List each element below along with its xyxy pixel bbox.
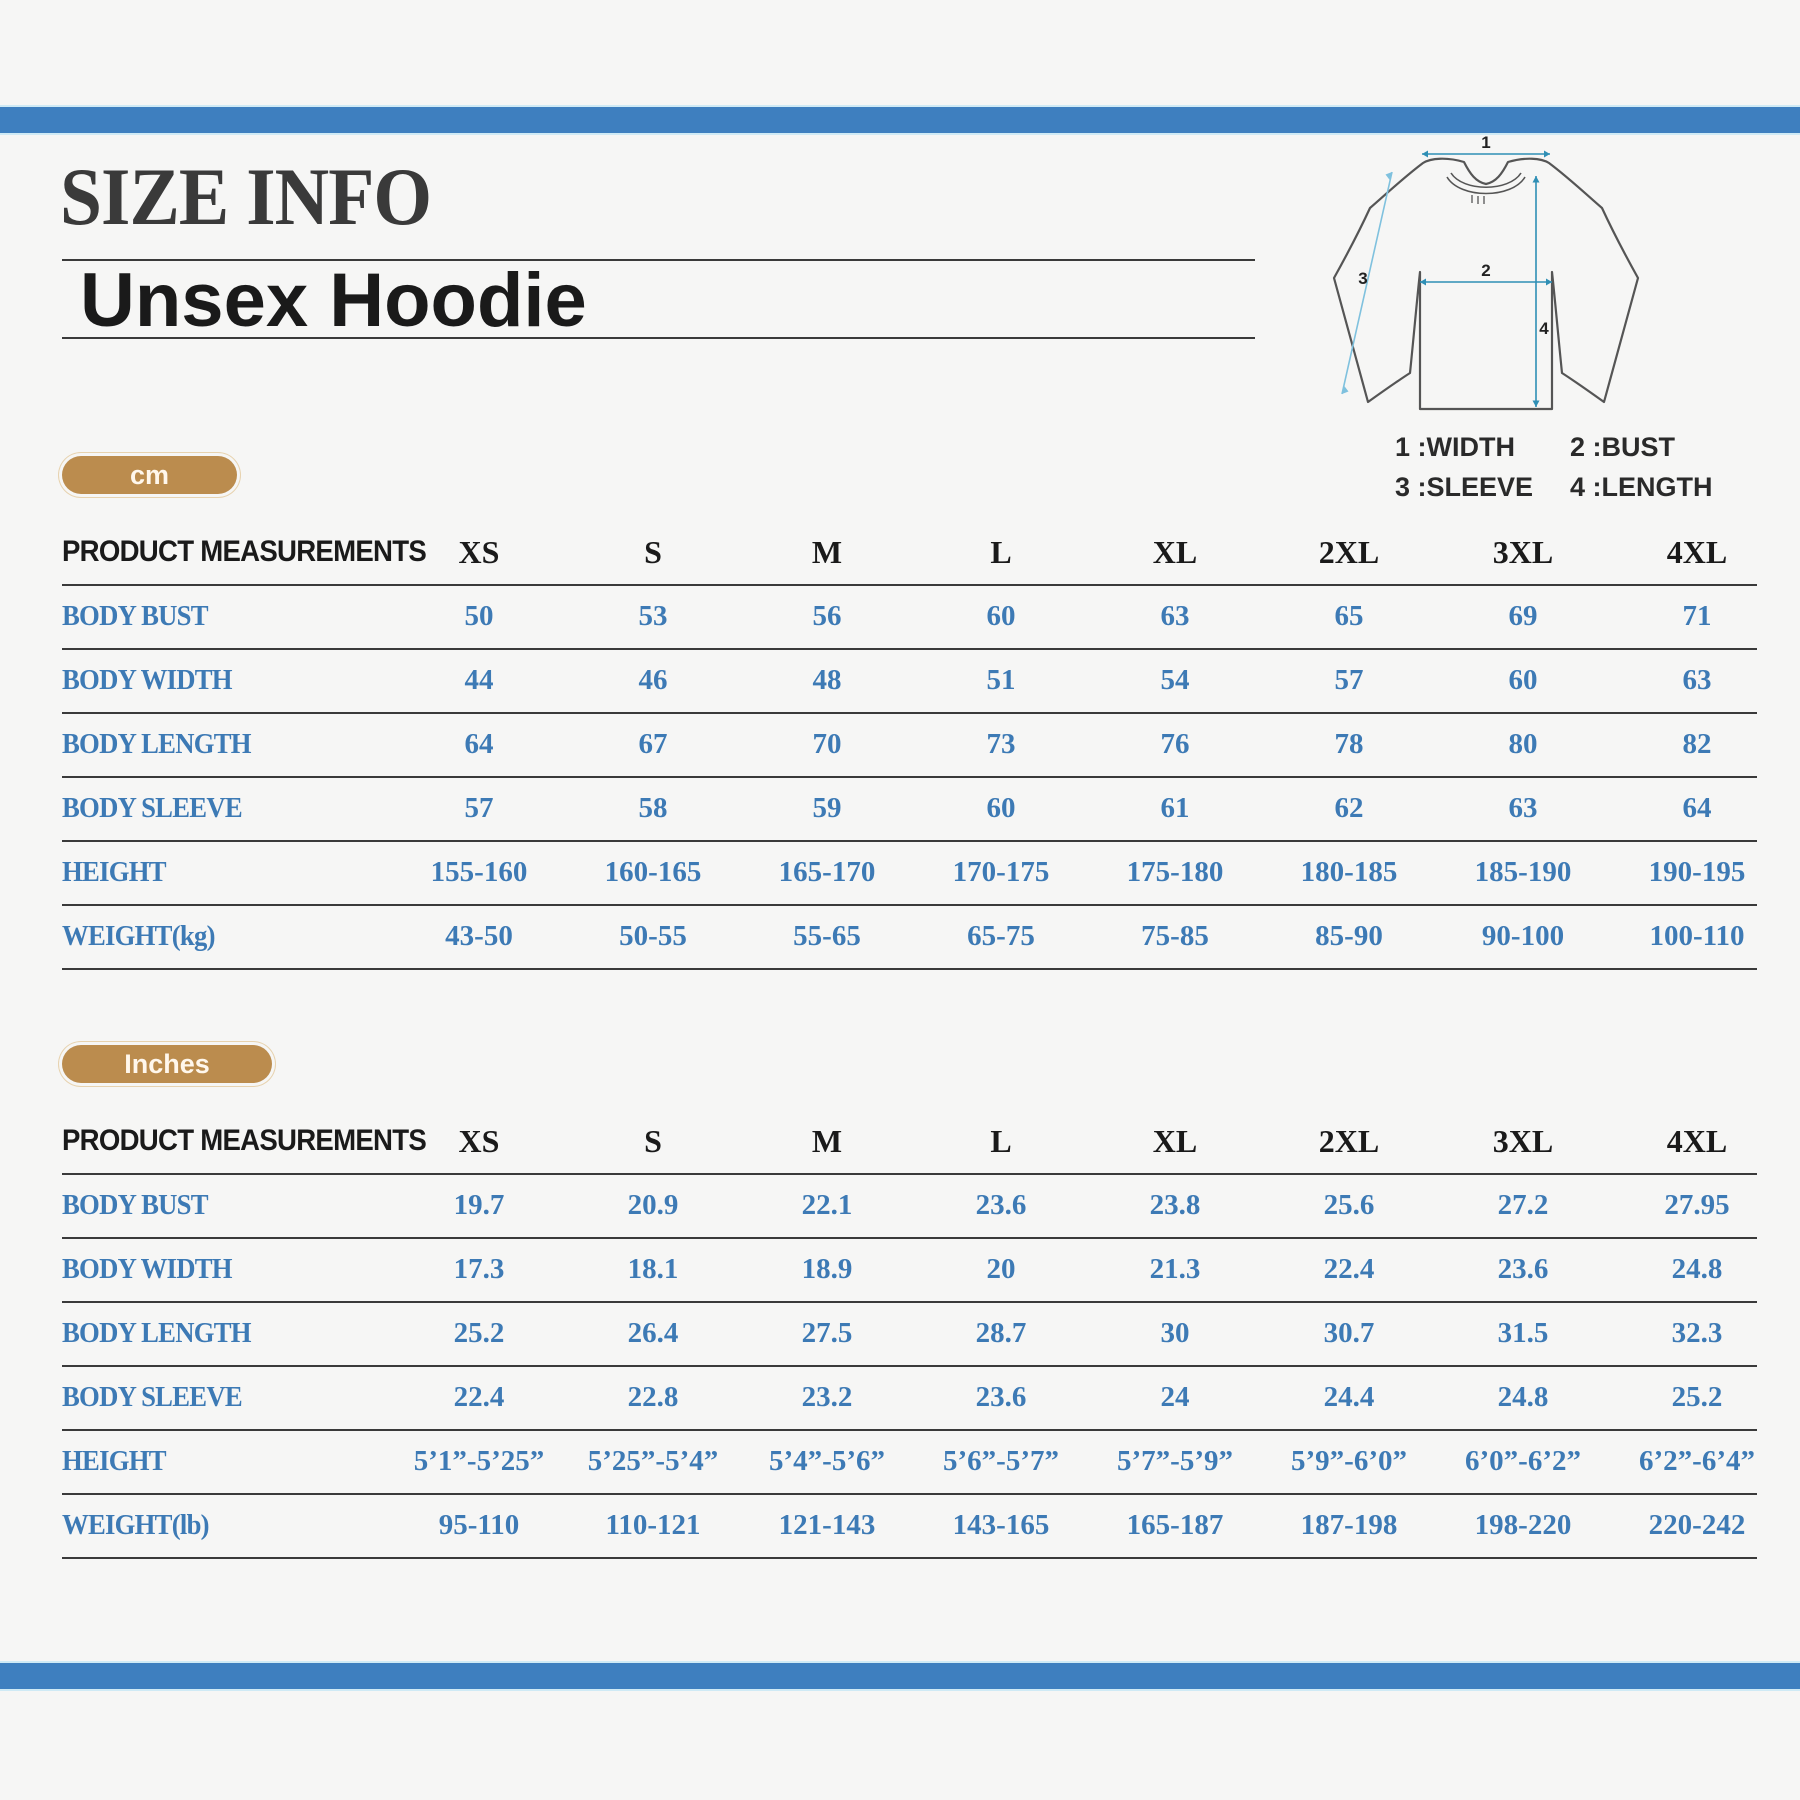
svg-text:4: 4 (1539, 319, 1549, 338)
svg-text:2: 2 (1481, 261, 1490, 280)
svg-text:3: 3 (1358, 269, 1367, 288)
svg-text:1: 1 (1481, 134, 1490, 152)
